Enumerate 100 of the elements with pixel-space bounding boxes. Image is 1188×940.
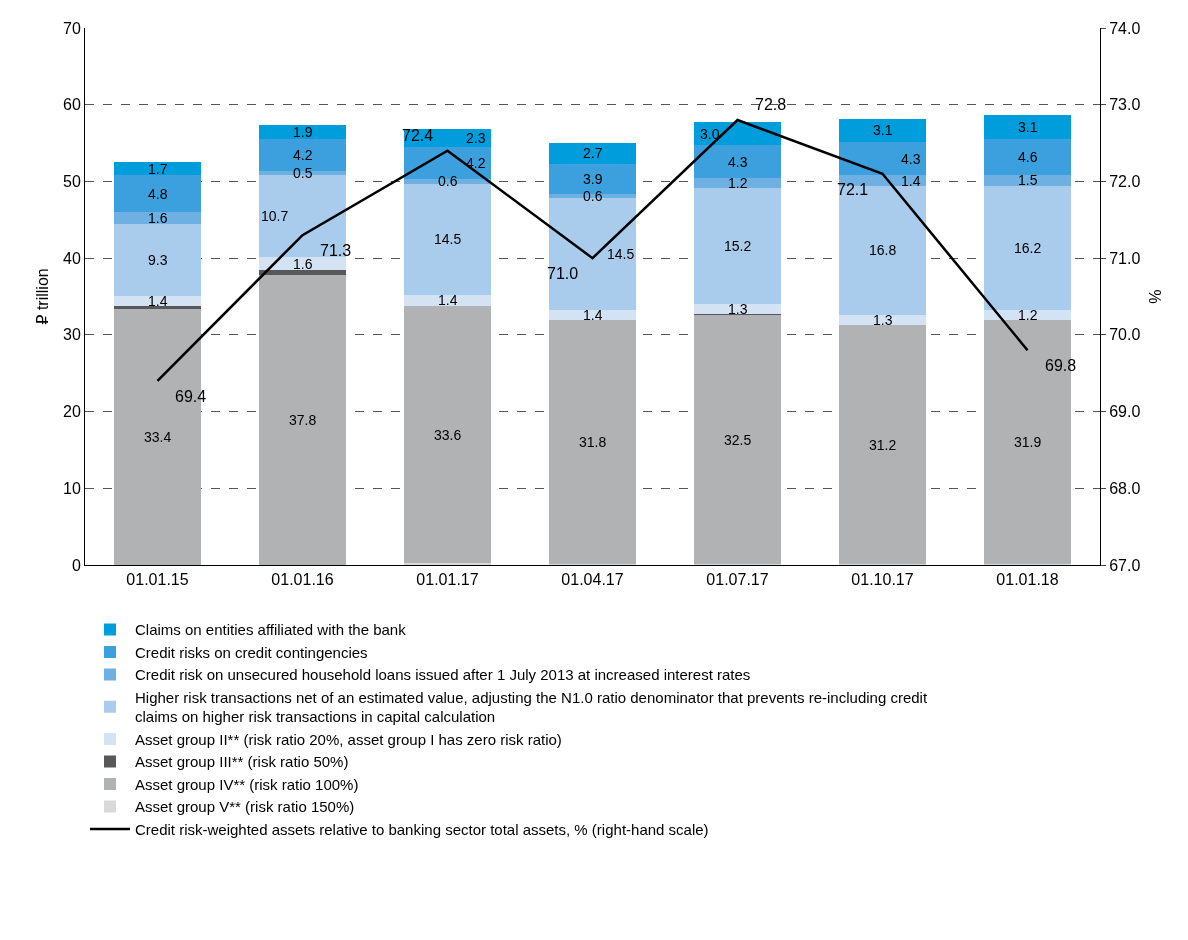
y2-tick-label: 70.0	[1109, 326, 1141, 344]
data-label: 1.7	[148, 161, 168, 177]
data-label: 0.6	[438, 173, 458, 189]
bar	[404, 305, 491, 564]
data-label: 4.3	[728, 154, 748, 170]
bar	[259, 275, 346, 565]
data-label: 31.2	[869, 437, 897, 453]
legend-label: Credit risk-weighted assets relative to banking sector total assets, % (right-hand scale)	[135, 820, 709, 838]
data-label: 72.1	[837, 181, 869, 198]
data-label: 4.6	[1018, 149, 1038, 165]
bar	[984, 310, 1071, 320]
y2-tick-label: 67.0	[1109, 556, 1141, 574]
y-tick-label: 60	[63, 96, 81, 114]
data-label: 15.2	[724, 238, 752, 254]
data-label: 1.5	[1018, 172, 1038, 188]
legend-label: Asset group III** (risk ratio 50%)	[135, 753, 349, 771]
legend-label: Credit risk on unsecured household loans issued after 1 July 2013 at increased interest rates	[135, 666, 751, 684]
data-label: 31.8	[579, 434, 607, 450]
legend-label: Asset group II** (risk ratio 20%, asset group I has zero risk ratio)	[135, 730, 562, 748]
y2-tick-label: 69.0	[1109, 403, 1141, 421]
data-label: 1.3	[728, 301, 748, 317]
legend-label: Higher risk transactions net of an estimated value, adjusting the N1.0 ratio denominator that prevents re-including credit claims on higher risk transactions in capital calculation	[135, 688, 928, 726]
legend-label: Credit risks on credit contingencies	[135, 643, 368, 661]
legend-label: Asset group IV** (risk ratio 100%)	[135, 775, 359, 793]
data-label: 0.6	[583, 188, 603, 204]
data-label: 69.8	[1045, 357, 1077, 374]
bar	[694, 178, 781, 188]
bar	[259, 257, 346, 270]
bar	[839, 314, 926, 325]
x-tick-label: 01.01.16	[271, 571, 334, 589]
legend-label: Asset group V** (risk ratio 150%)	[135, 798, 355, 816]
data-label: 3.9	[583, 171, 603, 187]
bar	[549, 143, 636, 164]
data-label: 1.4	[583, 307, 603, 323]
y-tick-label: 50	[63, 173, 81, 191]
x-tick-label: 01.04.17	[561, 571, 624, 589]
bar	[984, 115, 1071, 140]
y-tick-label: 10	[63, 479, 81, 497]
data-label: 4.3	[901, 151, 921, 167]
x-tick-label: 01.01.18	[996, 571, 1059, 589]
data-label: 1.9	[293, 124, 313, 140]
data-label: 2.3	[466, 130, 486, 146]
bar	[839, 118, 926, 143]
bar	[694, 314, 781, 565]
data-label: 1.2	[1018, 307, 1038, 323]
bar	[259, 269, 346, 276]
x-tick-label: 01.10.17	[851, 571, 914, 589]
data-label: 72.8	[755, 96, 787, 113]
data-label: 32.5	[724, 432, 752, 448]
bar	[694, 187, 781, 305]
data-label: 1.4	[438, 292, 458, 308]
y-tick-label: 40	[63, 249, 81, 267]
data-label: 33.6	[434, 427, 462, 443]
data-label: 3.1	[873, 122, 893, 138]
data-label: 31.9	[1014, 434, 1042, 450]
x-tick-label: 01.01.17	[416, 571, 479, 589]
data-label: 1.4	[148, 293, 168, 309]
data-label: 16.2	[1014, 240, 1042, 256]
data-label: 1.3	[873, 312, 893, 328]
data-label: 71.0	[547, 265, 579, 282]
bar	[694, 304, 781, 315]
data-label: 3.0	[700, 126, 720, 142]
bar	[549, 320, 636, 565]
bar	[114, 306, 201, 309]
bar	[984, 186, 1071, 311]
bar	[114, 224, 201, 296]
y2-tick-label: 71.0	[1109, 249, 1141, 267]
y2-tick-label: 68.0	[1109, 479, 1141, 497]
data-label: 69.4	[175, 388, 207, 405]
bar	[114, 175, 201, 213]
data-label: 1.4	[901, 173, 921, 189]
y-tick-label: 30	[63, 326, 81, 344]
data-label: 14.5	[607, 246, 635, 262]
data-label: 14.5	[434, 231, 462, 247]
data-label: 33.4	[144, 429, 172, 445]
bar	[839, 324, 926, 565]
data-label: 1.2	[728, 175, 748, 191]
bar	[404, 294, 491, 306]
bar	[984, 139, 1071, 175]
y2-axis-title: %	[1147, 289, 1165, 304]
x-tick-label: 01.07.17	[706, 571, 769, 589]
y2-tick-label: 74.0	[1109, 19, 1141, 37]
data-label: 0.5	[293, 165, 313, 181]
x-tick-label: 01.01.15	[126, 571, 189, 589]
data-label: 9.3	[148, 252, 168, 268]
data-label: 1.6	[293, 256, 313, 272]
data-label: 71.3	[320, 242, 352, 259]
data-label: 10.7	[261, 208, 289, 224]
y2-tick-label: 73.0	[1109, 96, 1141, 114]
data-label: 2.7	[583, 145, 603, 161]
data-label: 37.8	[289, 412, 317, 428]
bar	[694, 145, 781, 179]
data-label: 1.6	[148, 210, 168, 226]
y-axis-title: ₽ trillion	[33, 268, 51, 325]
y-tick-label: 70	[63, 19, 81, 37]
data-label: 16.8	[869, 242, 897, 258]
y-tick-label: 0	[71, 556, 81, 574]
data-label: 4.2	[293, 147, 313, 163]
bar	[114, 162, 201, 176]
data-label: 3.1	[1018, 119, 1038, 135]
